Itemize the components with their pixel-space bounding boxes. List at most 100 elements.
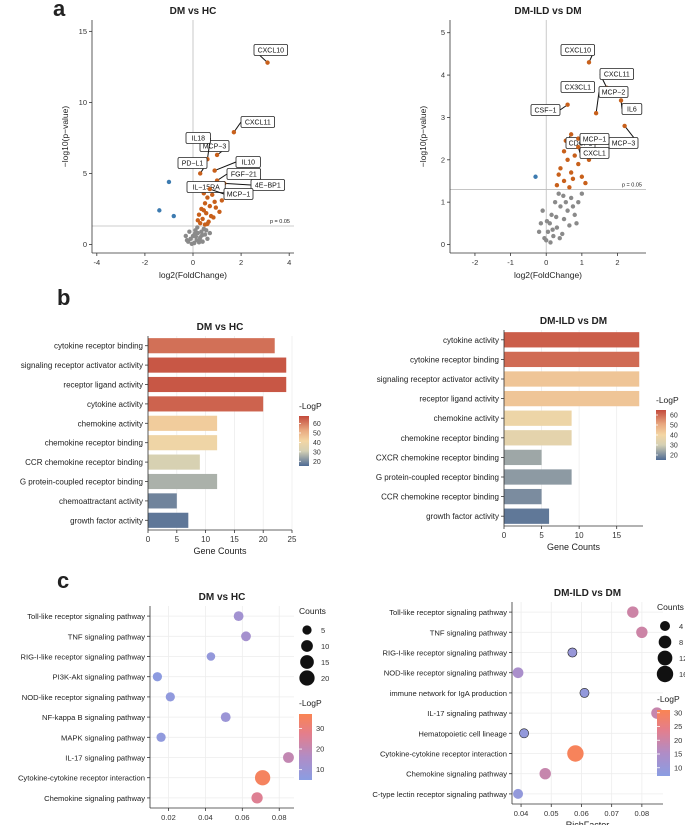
ns-point	[197, 237, 202, 242]
x-tick-label: 0	[191, 258, 195, 267]
bar	[504, 488, 542, 505]
y-tick-label: 5	[441, 28, 445, 37]
legend-tick-label: 20	[313, 459, 321, 466]
size-legend-label: 12	[679, 654, 685, 663]
up-point	[196, 212, 202, 217]
dot	[251, 792, 263, 804]
ns-point	[184, 238, 190, 243]
color-legend-label: 25	[674, 722, 682, 731]
dot-dm-hc-title: DM vs HC	[199, 592, 246, 603]
size-legend-dot	[302, 625, 312, 635]
category-label: CCR chemokine receptor binding	[381, 493, 499, 502]
x-tick-label: 10	[575, 531, 584, 540]
x-tick-label: 0	[502, 531, 507, 540]
ns-point	[545, 229, 551, 235]
x-tick-label: 25	[288, 535, 297, 544]
ns-point	[544, 219, 550, 224]
y-axis-title: −log10(p−value)	[60, 106, 70, 168]
ns-point	[199, 233, 205, 238]
labeled-point	[576, 144, 581, 150]
legend-tick-label: 40	[313, 440, 321, 447]
bar-dm-hc: DM vs HC cytokine receptor binding signali…	[20, 322, 322, 556]
ns-point	[536, 229, 542, 235]
labeled-point	[214, 152, 220, 158]
bar	[148, 435, 218, 451]
category-label: MAPK signaling pathway	[61, 733, 145, 742]
x-tick-label: 20	[259, 535, 268, 544]
category-label: cytokine receptor binding	[54, 342, 143, 351]
bar-dm-hc-title: DM vs HC	[197, 322, 244, 333]
dot	[254, 770, 271, 786]
ns-point	[195, 225, 200, 230]
up-point	[217, 209, 222, 214]
ns-point	[563, 199, 569, 205]
x-tick-label: 15	[230, 535, 239, 544]
label-box	[235, 156, 261, 168]
category-label: signaling receptor activator activity	[377, 375, 499, 384]
label-box	[621, 103, 643, 115]
size-legend-label: 20	[321, 674, 329, 683]
dot	[156, 732, 166, 742]
category-label: PI3K-Akt signaling pathway	[53, 673, 146, 682]
x-axis-title: Gene Counts	[547, 542, 601, 552]
up-point	[210, 192, 215, 197]
category-label: RIG-I-like receptor signaling pathway	[382, 649, 507, 658]
labeled-point	[265, 60, 270, 65]
ns-point	[552, 199, 558, 205]
dot	[567, 745, 584, 762]
bar	[504, 332, 640, 348]
x-tick-label: 0.06	[574, 809, 589, 818]
x-tick-label: 0	[544, 258, 548, 267]
ns-point	[565, 208, 570, 213]
labeled-point	[576, 136, 581, 141]
category-label: TNF signaling pathway	[430, 628, 507, 637]
down-point	[157, 208, 162, 213]
label-leader	[595, 91, 600, 114]
point-label: MCP−2	[602, 90, 626, 97]
ns-point	[551, 233, 556, 239]
ns-point	[542, 235, 547, 241]
up-point	[219, 198, 225, 203]
size-legend-dot	[656, 665, 674, 683]
x-axis-title: Gene Counts	[193, 546, 247, 556]
ns-point	[556, 191, 561, 196]
point-label: IL10	[241, 160, 255, 167]
bar	[148, 454, 200, 470]
point-label: CXCL11	[245, 120, 271, 127]
x-tick-label: 10	[201, 535, 210, 544]
category-label: Hematopoietic cell lineage	[418, 729, 507, 738]
up-point	[561, 149, 567, 154]
category-label: receptor ligand activity	[419, 395, 499, 404]
dot	[636, 626, 648, 639]
point-label: PD−L1	[182, 161, 204, 168]
category-label: chemokine receptor binding	[45, 439, 143, 448]
ns-point	[567, 223, 572, 228]
category-label: cytokine activity	[87, 400, 143, 409]
color-legend-label: 30	[316, 724, 324, 733]
category-label: Toll-like receptor signaling pathway	[389, 608, 507, 617]
ns-point	[187, 229, 192, 234]
label-box	[598, 86, 629, 98]
category-label: cytokine receptor binding	[410, 355, 499, 364]
category-label: TNF signaling pathway	[68, 632, 145, 641]
ns-point	[205, 236, 210, 241]
y-tick-label: 2	[441, 155, 445, 164]
size-legend-label: 5	[321, 626, 325, 635]
x-tick-label: 2	[239, 258, 243, 267]
bar	[504, 390, 640, 407]
point-label: MCP−3	[612, 141, 636, 148]
x-tick-label: -4	[93, 258, 100, 267]
up-point	[211, 215, 216, 220]
x-tick-label: 0.07	[604, 809, 619, 818]
category-label: Toll-like receptor signaling pathway	[27, 612, 145, 621]
category-label: CXCR chemokine receptor binding	[376, 453, 499, 462]
category-label: growth factor activity	[426, 512, 499, 521]
label-box	[579, 133, 610, 145]
size-legend-title: Counts	[657, 602, 684, 612]
volcano-dmild-dm: DM-ILD vs DM p = 0.05 -2 -1 0 1 2 0 1 2 3 4 5 log2(Fo…	[418, 6, 646, 280]
label-box	[253, 44, 288, 56]
volcano-dmild-dm-title: DM-ILD vs DM	[514, 6, 581, 17]
size-legend-dot	[299, 670, 315, 686]
bar	[148, 376, 287, 393]
labeled-point	[618, 98, 624, 103]
